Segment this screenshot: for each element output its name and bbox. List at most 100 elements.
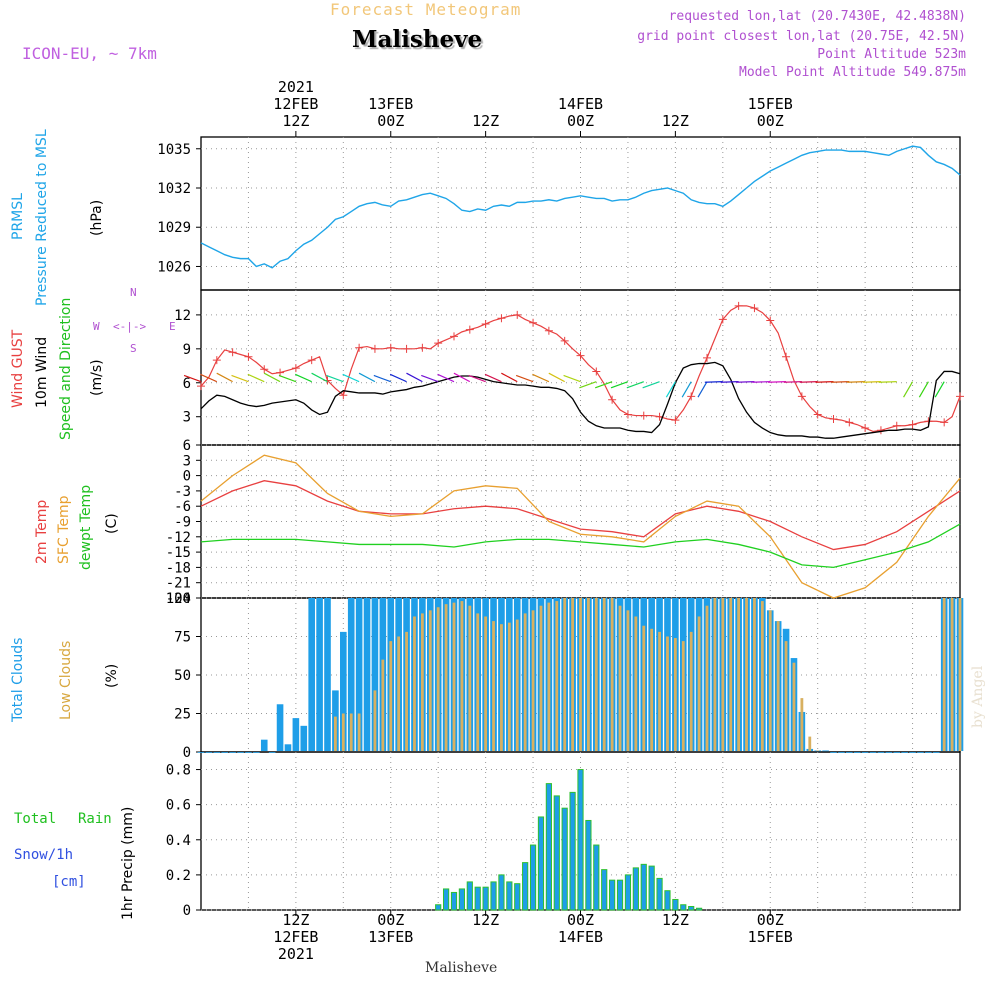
label-ms: (m/s) [89, 359, 105, 396]
label-low-clouds: Low Clouds [58, 640, 74, 720]
wind-direction-arrow [610, 381, 629, 389]
y-tick-label: 6 [183, 438, 191, 454]
bar-low-cloud [523, 613, 527, 751]
y-tick-label: 75 [174, 630, 191, 646]
bar-total-cloud [782, 628, 790, 751]
bar-total-cloud [245, 752, 252, 753]
bar-low-cloud [547, 602, 551, 751]
wind-direction-arrow [532, 373, 550, 383]
time-label: 14FEB [558, 95, 603, 113]
y-tick-label: 0.6 [166, 798, 191, 814]
wind-direction-arrow [263, 372, 281, 383]
bar-total-cloud [450, 598, 458, 751]
gust-marker [450, 332, 458, 341]
compass-w: W [93, 320, 100, 333]
bar-low-cloud [713, 598, 717, 751]
wind-direction-arrow [389, 373, 407, 383]
bar-low-cloud [460, 601, 464, 751]
bar-low-cloud [468, 605, 472, 751]
bar-total-cloud [340, 631, 347, 751]
bar-total-cloud [229, 752, 236, 753]
bar-total-cloud [292, 718, 300, 751]
gust-marker [513, 310, 522, 319]
bar-low-cloud [413, 616, 416, 751]
bar-total-cloud [466, 598, 474, 751]
bar-low-cloud [958, 598, 962, 751]
bar-total-cloud [703, 598, 711, 751]
bar-total-cloud [332, 690, 339, 751]
bar-low-cloud [705, 605, 709, 751]
y-tick-label: 3 [183, 410, 191, 426]
bar-low-cloud [618, 605, 622, 751]
time-label: 2021 [278, 78, 314, 96]
wind-direction-arrow [326, 374, 344, 383]
bar-total-cloud [853, 752, 861, 753]
bar-low-cloud [792, 662, 796, 751]
bar-total-cloud [593, 598, 600, 751]
bar-low-cloud [389, 641, 393, 751]
label-wind-gust: Wind GUST [10, 329, 26, 408]
bar-total-rain [498, 874, 505, 911]
bar-total-cloud [822, 750, 829, 752]
gust-marker [924, 417, 933, 426]
label-dewpt-temp: dewpt Temp [78, 484, 94, 570]
wind-direction-arrow [934, 381, 945, 398]
bar-low-cloud [397, 636, 401, 751]
wind-direction-arrow [815, 381, 834, 383]
credit-watermark: by Angel [970, 665, 986, 728]
bar-total-rain [545, 783, 552, 911]
wind-direction-arrow [437, 373, 455, 383]
bar-total-cloud [640, 598, 648, 751]
bar-total-cloud [355, 598, 363, 751]
bar-total-cloud [743, 598, 750, 751]
bar-total-cloud [442, 598, 450, 751]
gust-marker [386, 343, 395, 352]
time-label: 12Z [282, 112, 309, 130]
bar-total-rain [474, 886, 481, 911]
bar-total-cloud [324, 598, 331, 751]
series-prmsl [200, 145, 961, 269]
gust-marker [560, 336, 569, 345]
bar-total-cloud [719, 598, 727, 751]
time-label: 15FEB [748, 95, 793, 113]
bar-total-rain [529, 844, 537, 911]
label-percent: (%) [104, 663, 120, 688]
bar-total-rain [553, 795, 560, 911]
bar-total-rain [648, 865, 655, 911]
gust-marker [544, 326, 553, 335]
bar-total-cloud [316, 598, 323, 751]
y-tick-label: 1035 [157, 142, 191, 158]
wind-direction-arrow [515, 374, 534, 383]
bar-total-cloud [798, 711, 806, 751]
wind-direction-arrow [862, 381, 881, 383]
series-sfc-temp [200, 454, 961, 599]
time-label: 00Z [567, 112, 594, 130]
y-tick-label: -9 [174, 515, 191, 531]
wind-direction-arrow [626, 381, 644, 389]
bar-total-rain [569, 791, 576, 911]
wind-direction-arrow [278, 374, 297, 383]
bar-total-cloud [411, 598, 418, 751]
y-tick-label: 0 [183, 745, 191, 761]
bar-total-cloud [221, 752, 229, 753]
time-label: 14FEB [558, 928, 603, 946]
y-tick-label: 6 [183, 376, 191, 392]
bar-total-cloud [711, 598, 719, 751]
compass-e: E [169, 320, 176, 333]
bar-low-cloud [681, 641, 685, 751]
bar-total-cloud [213, 752, 221, 753]
bar-total-cloud [513, 598, 521, 751]
bar-total-cloud [600, 598, 608, 751]
wind-direction-arrow [783, 381, 802, 383]
bar-total-cloud [506, 598, 513, 751]
bar-total-cloud [237, 752, 244, 753]
bar-total-rain [640, 863, 647, 911]
bar-total-rain [656, 877, 663, 911]
bar-total-cloud [624, 598, 632, 751]
bar-total-rain [514, 883, 521, 911]
bar-total-rain [466, 881, 473, 911]
bar-total-cloud [577, 598, 584, 751]
bar-total-cloud [790, 658, 798, 751]
panel-frame-3 [200, 444, 961, 599]
bar-total-cloud [379, 598, 387, 751]
